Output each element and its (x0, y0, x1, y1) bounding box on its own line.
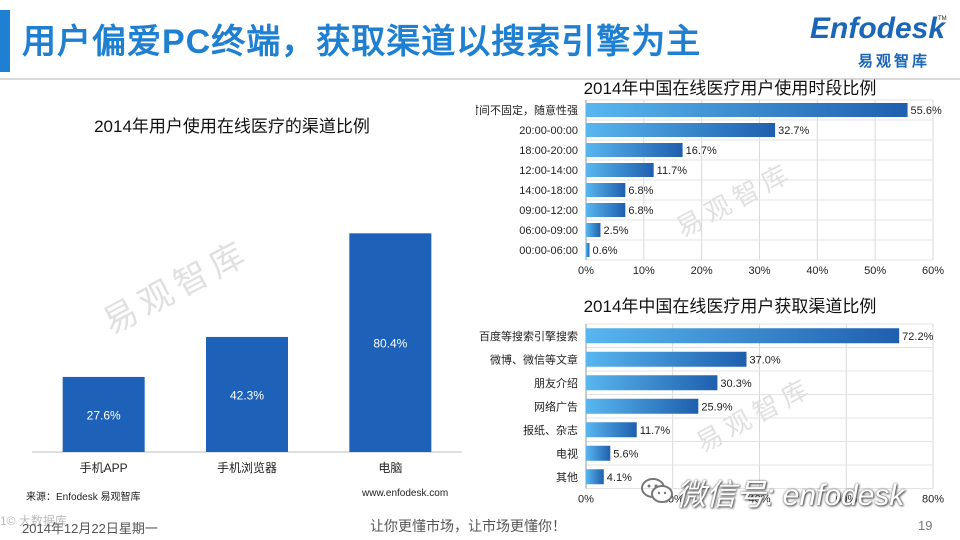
page-number: 19 (918, 518, 933, 533)
bar (586, 445, 611, 461)
category-label: 手机浏览器 (217, 460, 277, 475)
bar-value-label: 37.0% (749, 354, 780, 366)
wechat-id-overlay: 微信号: enfodesk (676, 479, 905, 512)
title-accent-bar (0, 10, 10, 72)
category-label: 电脑 (378, 461, 402, 475)
enfodesk-logo: Enfodesk TM 易观智库 (800, 12, 950, 72)
bar (586, 103, 908, 117)
bar (586, 469, 604, 485)
x-tick-label: 20% (691, 265, 713, 277)
x-tick-label: 0% (578, 265, 594, 277)
category-label: 百度等搜索引擎搜索 (479, 329, 578, 343)
x-tick-label: 10% (633, 265, 655, 277)
category-label: 00:00-06:00 (519, 245, 578, 257)
logo-subtitle: 易观智库 (858, 53, 931, 70)
bar (586, 375, 718, 391)
channel-bar-chart: 27.6% 手机APP 42.3% 手机浏览器 80.4% 电脑 (32, 233, 462, 475)
bar (586, 183, 626, 197)
footer-date: 2014年12月22日星期一 (22, 521, 158, 536)
bar-value-label: 80.4% (373, 337, 407, 351)
bar (586, 243, 590, 257)
bar-value-label: 16.7% (686, 145, 717, 157)
category-label: 报纸、杂志 (523, 423, 578, 437)
bar-value-label: 55.6% (911, 105, 942, 117)
bar (586, 203, 626, 217)
bar (586, 351, 747, 367)
x-tick-label: 80% (922, 494, 944, 506)
bar-value-label: 0.6% (592, 245, 617, 257)
category-label: 18:00-20:00 (519, 145, 578, 157)
bar-value-label: 2.5% (603, 225, 628, 237)
wechat-icon (641, 478, 673, 503)
bar-value-label: 4.1% (607, 472, 632, 484)
bar (206, 336, 288, 452)
x-tick-label: 40% (806, 265, 828, 277)
timeslot-chart-title: 2014年中国在线医疗用户使用时段比例 (583, 79, 877, 98)
bar-value-label: 42.3% (230, 388, 264, 402)
timeslot-bar-chart: 0% 10% 20% 30% 40% 50% 60% 时间不固定，随意性强 55.6% 20:00… (476, 99, 944, 277)
category-label: 06:00-09:00 (519, 225, 578, 237)
source-note: 来源：Enfodesk 易观智库 (26, 492, 141, 503)
slide-title: 用户偏爱PC终端，获取渠道以搜索引擎为主 (22, 23, 702, 61)
bar (586, 422, 637, 438)
bar (586, 143, 683, 157)
bar-value-label: 6.8% (628, 185, 653, 197)
acquisition-bar-chart: 0% 20% 40% 60% 80%百度等搜索引擎搜索 72.2%微博、微信等文章 37.0… (479, 323, 944, 506)
bar-value-label: 30.3% (720, 378, 751, 390)
category-label: 20:00-00:00 (519, 125, 578, 137)
title-divider (0, 78, 960, 80)
channel-chart-title: 2014年用户使用在线医疗的渠道比例 (94, 117, 370, 136)
bar (586, 398, 699, 414)
bar (586, 328, 900, 344)
category-label: 09:00-12:00 (519, 205, 578, 217)
bar-value-label: 11.7% (640, 425, 671, 437)
x-tick-label: 40% (748, 494, 770, 506)
acquisition-chart-title: 2014年中国在线医疗用户获取渠道比例 (583, 297, 877, 316)
logo-wordmark: Enfodesk (810, 12, 946, 45)
category-label: 时间不固定，随意性强 (476, 103, 578, 117)
category-label: 12:00-14:00 (519, 165, 578, 177)
bar-value-label: 25.9% (701, 401, 732, 413)
category-label: 微博、微信等文章 (490, 352, 578, 366)
bar (349, 233, 432, 452)
bar-value-label: 72.2% (902, 331, 933, 343)
category-label: 其他 (556, 471, 578, 484)
bar-value-label: 5.6% (613, 448, 638, 460)
bar (62, 376, 145, 452)
bar (586, 123, 776, 137)
logo-trademark: TM (938, 16, 947, 22)
x-tick-label: 60% (922, 265, 944, 277)
category-label: 14:00-18:00 (519, 185, 578, 197)
category-label: 网络广告 (534, 399, 578, 413)
bar (586, 223, 601, 237)
website-note: www.enfodesk.com (362, 488, 449, 499)
category-label: 电视 (556, 446, 578, 460)
category-label: 手机APP (80, 461, 128, 475)
x-tick-label: 50% (864, 265, 886, 277)
bar-value-label: 11.7% (657, 165, 688, 177)
x-tick-label: 0% (578, 494, 594, 506)
footer-slogan: 让你更懂市场，让市场更懂你！ (370, 518, 566, 534)
bar-value-label: 27.6% (87, 408, 121, 422)
x-tick-label: 30% (748, 265, 770, 277)
corner-watermark: 1© 大数据库 (0, 514, 67, 528)
bar-value-label: 32.7% (778, 125, 809, 137)
bar-value-label: 6.8% (628, 205, 653, 217)
x-tick-label: 60% (835, 494, 857, 506)
category-label: 朋友介绍 (534, 376, 578, 390)
bar (586, 163, 654, 177)
